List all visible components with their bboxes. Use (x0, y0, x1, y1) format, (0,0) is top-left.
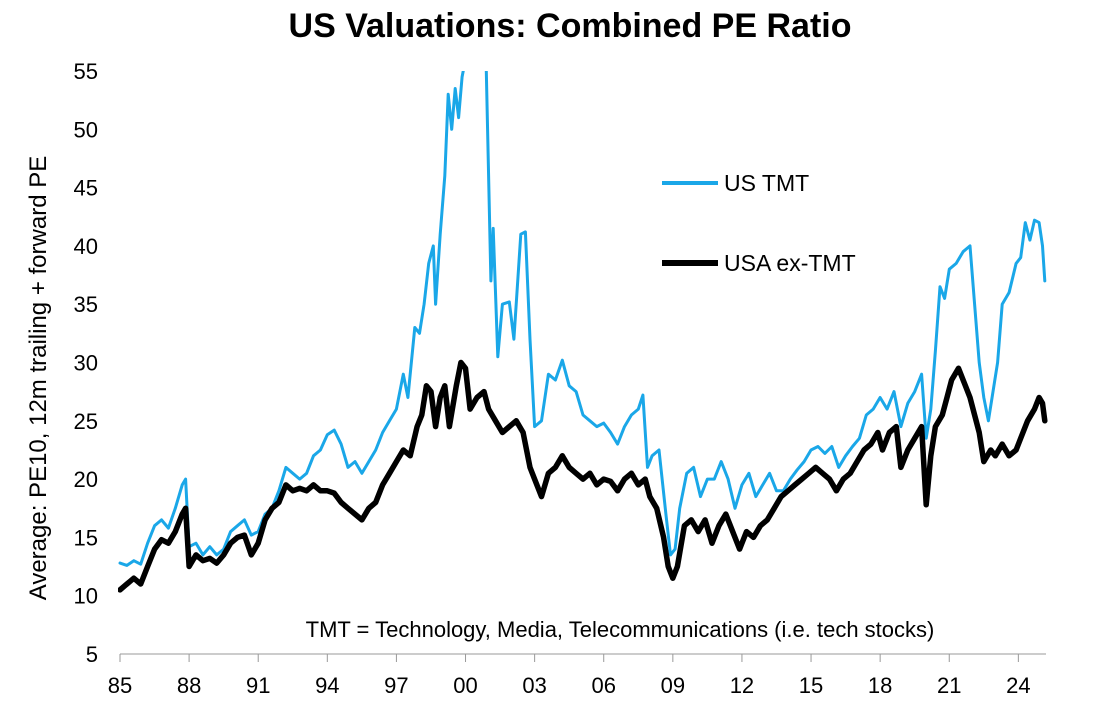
x-tick-label: 94 (315, 673, 339, 698)
x-tick-label: 85 (108, 673, 132, 698)
x-tick-label: 88 (177, 673, 201, 698)
x-tick-label: 91 (246, 673, 270, 698)
y-tick-label: 30 (74, 351, 98, 376)
x-tick-label: 06 (591, 673, 615, 698)
legend: US TMT USA ex-TMT (662, 170, 856, 276)
x-tick-label: 12 (730, 673, 754, 698)
x-tick-label: 00 (453, 673, 477, 698)
x-tick-label: 15 (799, 673, 823, 698)
x-tick-label: 09 (661, 673, 685, 698)
x-axis: 85 88 91 94 97 00 03 06 09 12 15 18 21 24 (108, 653, 1046, 698)
legend-label-usa-ex-tmt: USA ex-TMT (724, 250, 856, 276)
tmt-definition-note: TMT = Technology, Media, Telecommunicati… (306, 617, 935, 642)
x-tick-label: 97 (384, 673, 408, 698)
x-tick-label: 03 (522, 673, 546, 698)
y-tick-label: 20 (74, 467, 98, 492)
legend-label-us-tmt: US TMT (724, 170, 809, 196)
chart-title: US Valuations: Combined PE Ratio (289, 7, 852, 45)
x-tick-label: 18 (868, 673, 892, 698)
series-line-usa-ex-tmt (118, 359, 1048, 593)
y-tick-label: 15 (74, 525, 98, 550)
y-tick-label: 10 (74, 584, 98, 609)
y-tick-label: 50 (74, 117, 98, 142)
series-layer (118, 71, 1048, 593)
y-tick-label: 35 (74, 292, 98, 317)
series-line-us-tmt (118, 71, 1047, 567)
y-tick-label: 25 (74, 409, 98, 434)
y-axis-ticks: 5 10 15 20 25 30 35 40 45 50 55 (74, 59, 98, 667)
y-tick-label: 40 (74, 234, 98, 259)
y-tick-label: 5 (86, 642, 98, 667)
x-tick-label: 21 (937, 673, 961, 698)
y-axis-label: Average: PE10, 12m trailing + forward PE (25, 156, 52, 600)
y-tick-label: 55 (74, 59, 98, 84)
x-tick-label: 24 (1006, 673, 1030, 698)
y-tick-label: 45 (74, 176, 98, 201)
